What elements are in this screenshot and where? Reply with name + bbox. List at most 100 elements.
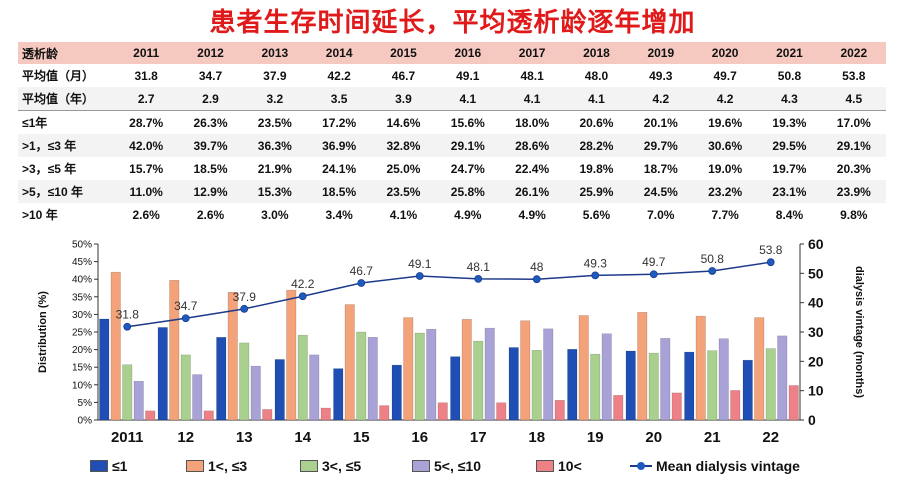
bar-35-16 xyxy=(414,332,425,421)
bar-35-21 xyxy=(707,350,718,421)
bar-1-21 xyxy=(684,351,695,421)
table-cell: 20.3% xyxy=(836,161,871,176)
table-cell: 4.9% xyxy=(454,207,482,222)
bar-13-20 xyxy=(637,312,648,421)
y2-tick-label: 60 xyxy=(808,236,824,252)
x-tick-label: 19 xyxy=(587,429,604,446)
table-header-year: 2013 xyxy=(242,42,307,64)
table-cell: 19.3% xyxy=(772,115,807,130)
bar-13-22 xyxy=(754,317,765,421)
table-cell: 48.0 xyxy=(584,68,609,83)
mean-vintage-label: 31.8 xyxy=(116,308,140,322)
table-cell: 11.0% xyxy=(114,180,179,203)
x-tick-label: 21 xyxy=(704,429,721,446)
table-cell: 24.7% xyxy=(450,161,485,176)
table-row-label: >3，≤5 年 xyxy=(22,162,77,176)
bar-510-13 xyxy=(250,365,261,421)
y-tick-label: 35% xyxy=(72,292,92,303)
bar-1-17 xyxy=(450,356,461,421)
legend-line-symbol xyxy=(630,461,652,471)
bar-510-19 xyxy=(601,333,612,421)
mean-vintage-label: 53.8 xyxy=(759,243,783,257)
bar-13-19 xyxy=(578,315,589,421)
vintage-table: 透析龄 2011 2012 2013 2014 2015 2016 2017 2… xyxy=(18,42,886,226)
table-row-label: 平均值（年） xyxy=(18,87,114,111)
table-cell: 9.8% xyxy=(840,207,868,222)
y-tick-label: 10% xyxy=(72,380,92,391)
bar-510-18 xyxy=(543,328,554,421)
mean-vintage-point xyxy=(649,270,658,279)
legend-label: Mean dialysis vintage xyxy=(656,458,800,474)
table-cell: 53.8 xyxy=(842,68,866,83)
table-cell: 18.7% xyxy=(643,161,678,176)
table-cell: 3.0% xyxy=(261,207,289,222)
y2-tick-label: 10 xyxy=(808,383,824,399)
table-cell: 8.4% xyxy=(775,207,804,222)
bar-510-14 xyxy=(309,354,320,421)
y-tick-label: 0% xyxy=(78,416,93,427)
mean-vintage-point xyxy=(298,292,307,301)
bar-35-18 xyxy=(531,350,542,421)
table-row-label: >10 年 xyxy=(22,208,58,222)
y-tick-label: 45% xyxy=(72,257,92,268)
bar-10-2011 xyxy=(145,410,156,421)
bar-510-21 xyxy=(718,338,729,421)
bar-35-22 xyxy=(765,348,776,421)
table-cell: 49.1 xyxy=(456,68,480,83)
table-cell: 2.6% xyxy=(196,207,225,222)
table-row-label: ≤1年 xyxy=(22,116,48,130)
bar-510-16 xyxy=(426,328,437,421)
table-cell: 14.6% xyxy=(386,115,421,130)
bar-13-14 xyxy=(286,289,297,421)
table-cell: 23.2% xyxy=(692,180,758,203)
bar-1-19 xyxy=(567,348,578,421)
bar-13-12 xyxy=(169,280,180,421)
y2-tick-label: 0 xyxy=(808,412,816,428)
bar-13-18 xyxy=(520,320,531,421)
table-cell: 29.7% xyxy=(628,134,693,157)
table-header-row: 透析龄 2011 2012 2013 2014 2015 2016 2017 2… xyxy=(18,42,886,64)
table-cell: 15.7% xyxy=(129,161,164,176)
y-tick-label: 15% xyxy=(72,363,92,374)
table-row: 平均值（月） 31.8 34.7 37.9 42.2 46.7 49.1 48.1 48.0 49… xyxy=(18,64,886,87)
table-cell: 17.2% xyxy=(322,115,357,130)
legend-swatch xyxy=(412,460,430,472)
table-cell: 15.3% xyxy=(242,180,307,203)
table-cell: 42.0% xyxy=(114,134,179,157)
table-cell: 25.0% xyxy=(386,161,421,176)
table-cell: 18.5% xyxy=(193,161,228,176)
table-header-year: 2014 xyxy=(306,42,372,64)
table-header-label: 透析龄 xyxy=(18,42,114,64)
mean-vintage-label: 50.8 xyxy=(701,252,725,266)
table-cell: 29.5% xyxy=(757,134,822,157)
table-cell: 28.2% xyxy=(564,134,629,157)
bar-35-20 xyxy=(648,352,659,421)
vintage-chart: 0% 5% 10% 15% 20% 25% 30% 35% 40% 45% 50% 0 10 20 30 40… xyxy=(37,236,865,446)
mean-vintage-point xyxy=(357,279,366,287)
table-cell: 17.0% xyxy=(836,115,871,130)
table-cell: 23.1% xyxy=(757,180,822,203)
table-cell: 24.5% xyxy=(628,180,693,203)
table-cell: 42.2 xyxy=(327,68,351,83)
bar-13-17 xyxy=(461,319,472,421)
bar-1-15 xyxy=(333,368,344,421)
mean-vintage-point xyxy=(123,322,132,331)
table-row-label: >1，≤3 年 xyxy=(18,134,114,157)
table-cell: 19.6% xyxy=(708,115,743,130)
x-tick-label: 13 xyxy=(236,429,253,446)
bar-10-14 xyxy=(320,407,331,421)
legend-label: ≤1 xyxy=(112,458,128,474)
table-cell: 46.7 xyxy=(391,68,416,83)
table-row: 平均值（年） 2.7 2.9 3.2 3.5 3.9 4.1 4.1 4.1 4.2 4.2 4.3 4… xyxy=(18,87,886,111)
x-tick-label: 22 xyxy=(762,429,779,446)
bar-35-15 xyxy=(356,331,367,421)
table-header-year: 2012 xyxy=(178,42,243,64)
bar-1-12 xyxy=(157,327,168,421)
bar-1-14 xyxy=(274,359,285,421)
legend-swatch xyxy=(300,460,318,472)
mean-vintage-label: 48 xyxy=(530,260,544,274)
table-cell: 7.7% xyxy=(711,207,739,222)
table-header-year: 2019 xyxy=(628,42,693,64)
table-cell: 20.1% xyxy=(643,115,678,130)
bar-1-18 xyxy=(508,347,519,421)
